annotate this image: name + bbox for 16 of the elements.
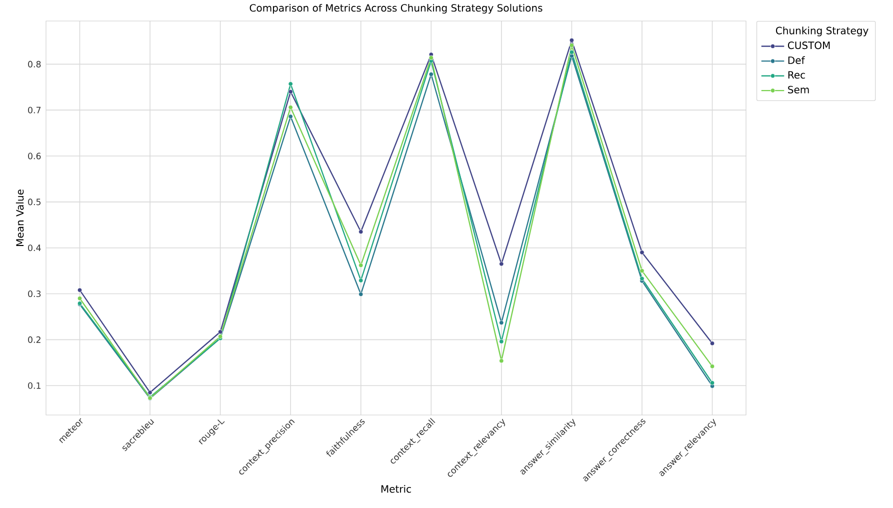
- y-tick-label: 0.2: [28, 336, 40, 343]
- legend-label: Rec: [788, 71, 805, 79]
- y-tick-label: 0.3: [28, 290, 41, 298]
- y-axis-title: Mean Value: [16, 190, 24, 246]
- y-tick-label: 0.1: [28, 382, 40, 389]
- legend-title: Chunking Strategy: [776, 26, 868, 36]
- y-tick-label: 0.5: [28, 198, 41, 206]
- y-tick-label: 0.6: [28, 152, 41, 160]
- y-tick-label: 0.8: [28, 60, 41, 68]
- x-axis-title: Metric: [381, 484, 411, 493]
- y-tick-label: 0.7: [28, 106, 41, 114]
- y-tick-label: 0.4: [28, 244, 41, 252]
- legend-label: Sem: [788, 86, 809, 94]
- legend-label: CUSTOM: [788, 42, 830, 50]
- chart-title: Comparison of Metrics Across Chunking Strategy Solutions: [250, 4, 542, 14]
- legend-label: Def: [788, 56, 805, 64]
